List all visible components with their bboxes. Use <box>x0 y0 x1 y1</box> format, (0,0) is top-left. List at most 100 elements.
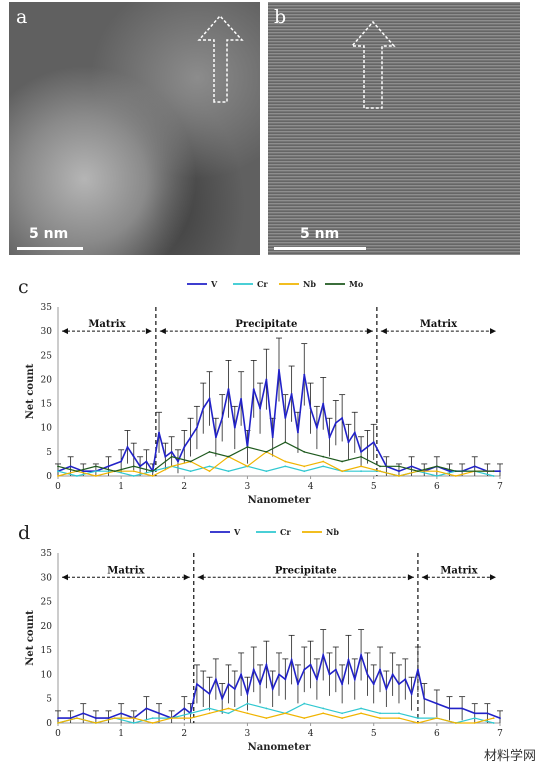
data-point-Cr <box>417 717 419 720</box>
arrow-head-right <box>145 328 152 335</box>
data-point-V <box>252 668 255 671</box>
data-point-Nb <box>435 470 438 473</box>
series-line-Nb <box>57 451 494 477</box>
data-point-Nb <box>170 717 173 720</box>
arrow-head-left <box>380 328 387 335</box>
data-point-V <box>303 373 306 376</box>
data-point-V <box>347 441 350 444</box>
data-point-V <box>227 683 230 686</box>
data-point-V <box>69 717 72 720</box>
x-tick-label: 5 <box>371 729 377 739</box>
series-line-V <box>57 369 500 474</box>
data-point-V <box>284 678 287 681</box>
data-point-Nb <box>132 717 135 720</box>
data-point-Mo <box>189 460 192 463</box>
data-point-Nb <box>208 712 211 715</box>
series-line-Mo <box>57 441 494 472</box>
data-point-V <box>486 712 489 715</box>
data-point-Mo <box>132 465 135 468</box>
scale-bar-a <box>17 247 83 250</box>
data-point-V <box>448 470 451 473</box>
data-point-Mo <box>57 465 59 468</box>
arrow-head-right <box>183 574 190 581</box>
data-point-V <box>473 465 476 468</box>
data-point-Cr <box>189 712 192 715</box>
legend-label: Cr <box>257 279 268 289</box>
region-label-bg <box>228 318 305 331</box>
data-point-Mo <box>454 470 457 473</box>
data-point-Nb <box>57 722 59 724</box>
region-label-bg <box>84 318 130 331</box>
x-tick-label: 6 <box>434 482 440 492</box>
data-point-V <box>202 407 205 410</box>
data-point-V <box>82 470 85 473</box>
x-tick-label: 3 <box>245 482 251 492</box>
scale-label-b: 5 nm <box>300 226 340 242</box>
data-point-V <box>499 717 501 720</box>
data-point-V <box>334 668 337 671</box>
data-point-V <box>322 654 325 656</box>
data-point-V <box>259 683 261 686</box>
data-point-V <box>214 436 217 439</box>
data-point-V <box>227 388 230 390</box>
arrow-head-right <box>490 574 496 581</box>
data-point-V <box>372 441 375 444</box>
data-point-Nb <box>113 717 116 720</box>
y-tick-label: 20 <box>41 375 53 385</box>
data-point-Cr <box>492 722 495 724</box>
data-point-V <box>315 678 318 681</box>
y-tick-label: 30 <box>41 573 53 583</box>
data-point-Cr <box>227 470 230 473</box>
data-point-Mo <box>246 446 249 448</box>
data-point-Cr <box>94 470 97 473</box>
data-point-Nb <box>398 717 400 720</box>
data-point-Nb <box>265 717 268 720</box>
data-point-V <box>398 470 400 473</box>
data-point-Mo <box>303 450 306 453</box>
data-point-Nb <box>284 712 287 715</box>
y-tick-label: 35 <box>41 549 53 559</box>
data-point-V <box>297 431 299 434</box>
data-point-Cr <box>265 470 268 473</box>
data-point-Nb <box>435 717 438 720</box>
data-point-V <box>278 368 280 371</box>
data-point-V <box>423 697 426 700</box>
data-point-Nb <box>246 465 249 468</box>
data-point-Cr <box>57 470 59 473</box>
y-tick-label: 10 <box>41 424 53 434</box>
x-axis-label: Nanometer <box>248 495 311 506</box>
region-label-bg <box>267 564 344 577</box>
data-point-V <box>107 465 110 468</box>
data-point-Cr <box>303 470 306 473</box>
data-point-V <box>139 465 141 468</box>
data-point-V <box>145 707 148 710</box>
data-point-Mo <box>379 465 381 468</box>
data-point-Cr <box>227 712 230 715</box>
y-tick-label: 35 <box>41 303 53 313</box>
arrow-outline-icon <box>350 20 396 109</box>
data-point-V <box>391 673 394 676</box>
data-point-V <box>360 450 362 453</box>
x-tick-label: 2 <box>181 729 187 739</box>
arrow-head-left <box>62 574 68 581</box>
data-point-V <box>196 683 198 686</box>
data-point-Cr <box>360 707 362 710</box>
data-point-V <box>284 417 287 419</box>
data-point-Nb <box>189 717 192 720</box>
data-point-V <box>246 692 249 695</box>
data-point-Mo <box>76 470 78 473</box>
region-label-bg <box>436 564 482 577</box>
data-point-Cr <box>265 707 268 710</box>
data-point-V <box>366 673 369 676</box>
data-point-Cr <box>360 470 362 473</box>
data-point-V <box>183 707 186 710</box>
data-point-Nb <box>360 465 362 468</box>
data-point-V <box>126 446 129 448</box>
data-point-V <box>297 683 299 686</box>
data-point-Mo <box>322 455 325 458</box>
data-point-Cr <box>379 712 381 715</box>
y-tick-label: 10 <box>41 670 53 680</box>
data-point-Nb <box>341 717 344 720</box>
data-point-Mo <box>284 441 287 444</box>
data-point-Mo <box>341 460 344 463</box>
